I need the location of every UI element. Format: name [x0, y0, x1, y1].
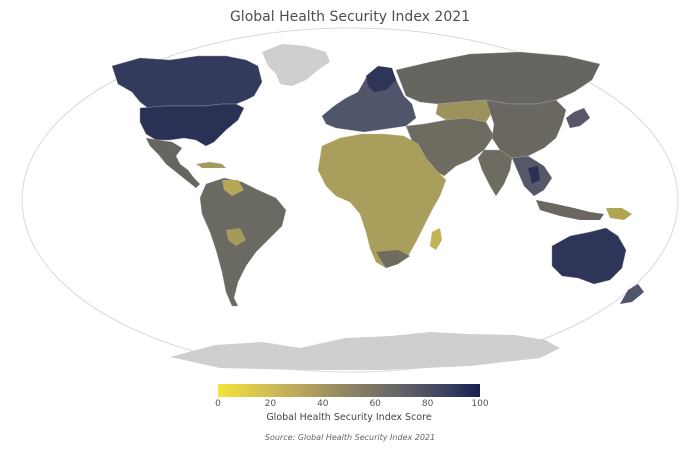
colorbar: 0 20 40 60 80 100 Global Health Security… [215, 384, 489, 423]
region-korea-japan [566, 108, 590, 128]
region-australia [551, 227, 627, 285]
region-india [477, 149, 513, 197]
region-indonesia [536, 200, 604, 220]
region-madagascar [430, 228, 442, 250]
region-caribbean [196, 162, 226, 168]
region-south-africa [376, 250, 410, 268]
region-europe [321, 67, 417, 133]
colorbar-tick: 60 [369, 399, 381, 409]
map-title: Global Health Security Index 2021 [229, 9, 471, 25]
region-canada [111, 55, 263, 109]
colorbar-gradient [218, 384, 480, 397]
region-south-america [199, 177, 287, 307]
region-bolivia [226, 228, 246, 246]
region-papua [606, 208, 632, 220]
colorbar-tick: 80 [421, 399, 434, 409]
region-scandinavia [366, 66, 396, 92]
colorbar-ticks: 0 20 40 60 80 100 [215, 397, 488, 411]
colorbar-tick: 0 [215, 399, 221, 409]
region-venezuela [222, 180, 244, 196]
region-mexico [145, 137, 201, 189]
colorbar-tick: 20 [264, 399, 277, 409]
region-thailand [528, 166, 540, 184]
region-central-asia [435, 99, 493, 123]
region-china [485, 99, 567, 159]
colorbar-label: Global Health Security Index Score [266, 412, 432, 423]
region-antarctica [170, 332, 560, 370]
region-africa [317, 133, 447, 269]
colorbar-tick: 40 [317, 399, 329, 409]
region-united-states [139, 103, 245, 147]
region-greenland [262, 44, 330, 86]
colorbar-tick: 100 [471, 399, 489, 409]
source-note: Source: Global Health Security Index 202… [264, 433, 436, 442]
region-new-zealand [620, 284, 644, 304]
